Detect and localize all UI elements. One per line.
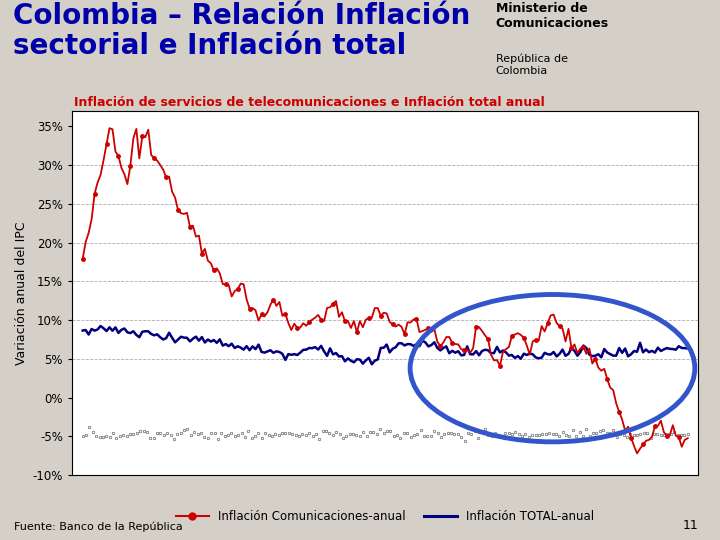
Inflación TOTAL-anual [243, 343, 251, 349]
Line: Inflación Comunicaciones-anual: Inflación Comunicaciones-anual [81, 126, 690, 455]
Inflación TOTAL-anual [367, 361, 376, 368]
Inflación Comunicaciones-anual [683, 435, 692, 441]
Text: Colombia – Relación Inflación
sectorial e Inflación total: Colombia – Relación Inflación sectorial … [14, 2, 471, 60]
Inflación TOTAL-anual [78, 327, 87, 334]
Text: República de
Colombia: República de Colombia [495, 53, 567, 76]
Line: Inflación TOTAL-anual: Inflación TOTAL-anual [83, 326, 688, 364]
Inflación Comunicaciones-anual [397, 323, 406, 330]
Text: 11: 11 [683, 519, 698, 532]
Inflación TOTAL-anual [388, 346, 397, 352]
Inflación Comunicaciones-anual [528, 338, 537, 345]
Inflación TOTAL-anual [183, 335, 192, 341]
Inflación TOTAL-anual [147, 331, 156, 338]
Inflación Comunicaciones-anual [633, 450, 642, 457]
Inflación Comunicaciones-anual [385, 319, 394, 325]
Text: Inflación de servicios de telecomunicaciones e Inflación total anual: Inflación de servicios de telecomunicaci… [74, 96, 544, 109]
Text: Fuente: Banco de la República: Fuente: Banco de la República [14, 522, 183, 532]
Text: Ministerio de
Comunicaciones: Ministerio de Comunicaciones [495, 2, 609, 30]
Legend: Inflación Comunicaciones-anual, Inflación TOTAL-anual: Inflación Comunicaciones-anual, Inflació… [171, 505, 599, 528]
Inflación TOTAL-anual [96, 323, 105, 329]
Inflación TOTAL-anual [683, 345, 692, 352]
Inflación Comunicaciones-anual [105, 125, 114, 131]
Inflación Comunicaciones-anual [78, 256, 87, 262]
Inflación Comunicaciones-anual [183, 210, 192, 216]
Inflación Comunicaciones-anual [147, 152, 156, 158]
Inflación TOTAL-anual [400, 342, 409, 349]
Y-axis label: Variación anual del IPC: Variación anual del IPC [15, 221, 28, 364]
Inflación TOTAL-anual [531, 354, 540, 361]
Inflación Comunicaciones-anual [243, 296, 251, 302]
